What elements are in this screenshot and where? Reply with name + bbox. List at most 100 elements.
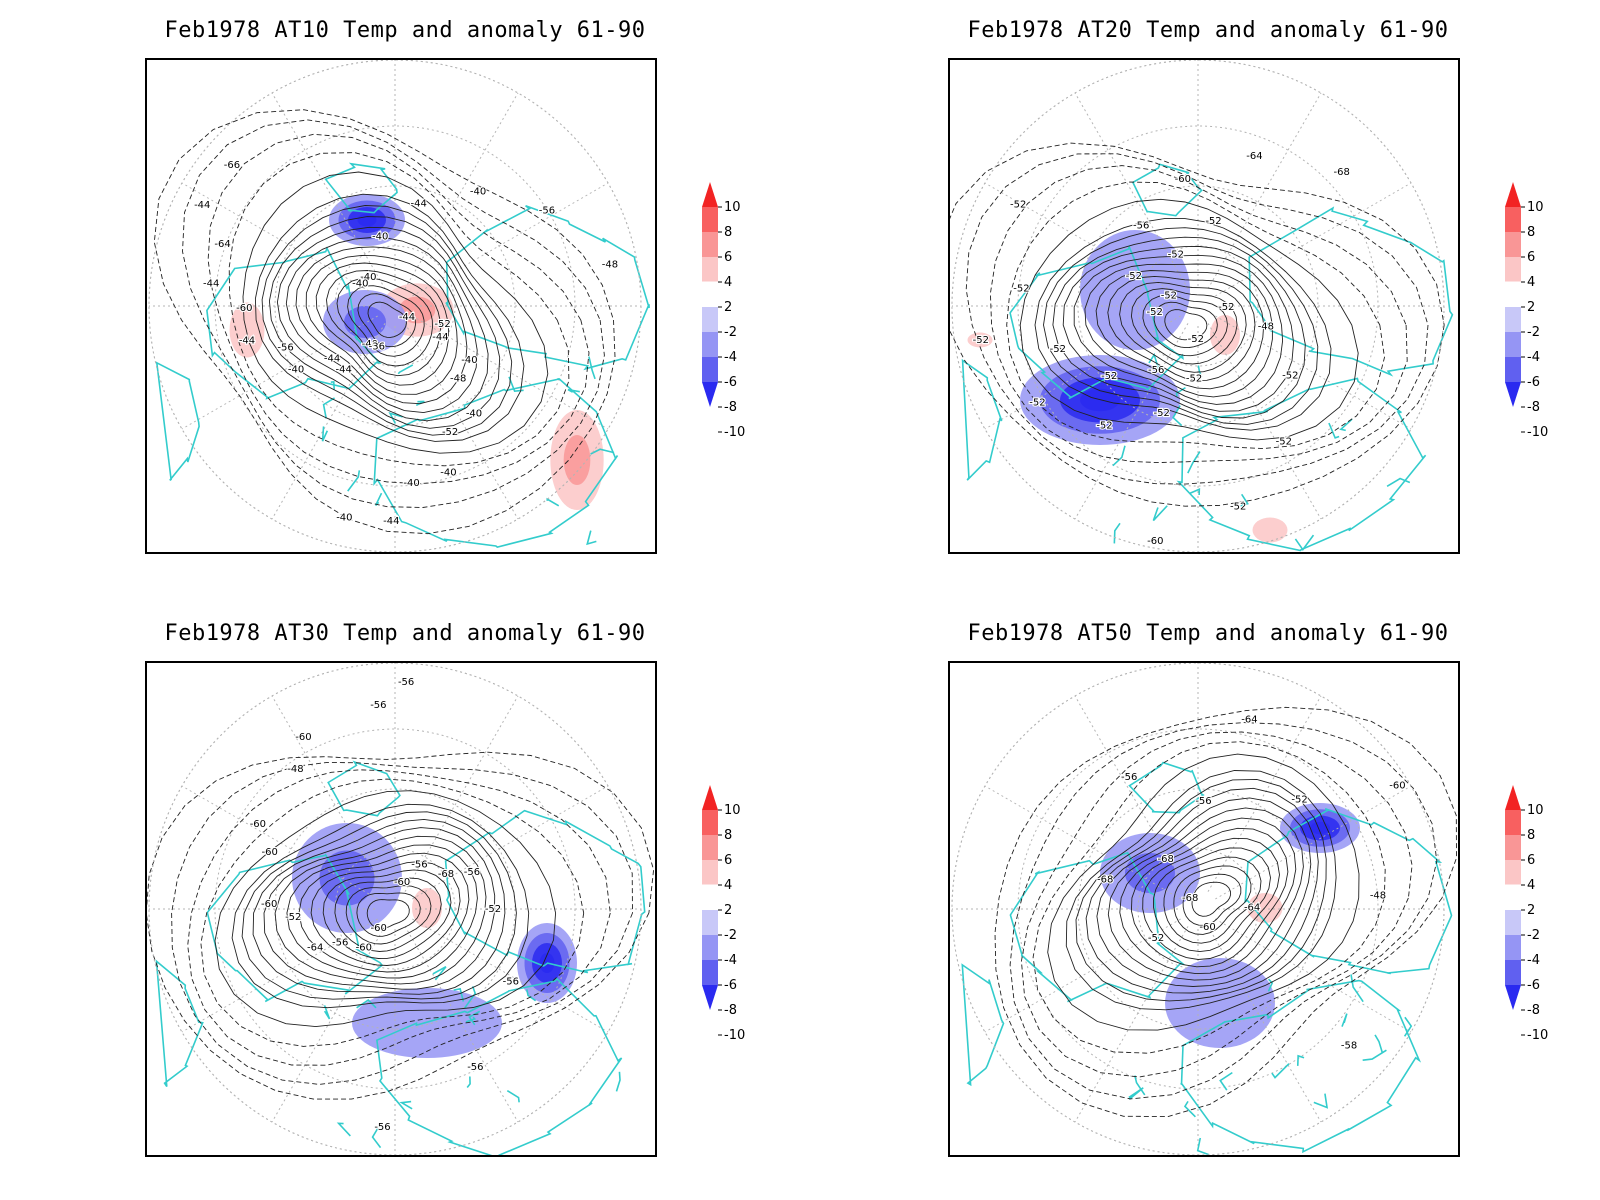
- contours: [147, 751, 655, 1100]
- isotherm: [187, 769, 611, 1066]
- contour-label: -64: [214, 239, 230, 250]
- colorbar-label: 4: [1527, 878, 1535, 893]
- isotherm: [1119, 817, 1297, 975]
- meridian-line: [1074, 926, 1189, 1123]
- border-line: [1374, 1034, 1384, 1054]
- contour-label: -52: [1282, 370, 1298, 381]
- polar-map: -68 -68 -56 -52 -48 -58 -60 -52 -68 -56 -64 -60 -64: [951, 663, 1457, 1155]
- contour-label: -44: [335, 364, 351, 375]
- border-line: [1219, 1071, 1233, 1091]
- cold-anomaly: [357, 213, 377, 227]
- colorbar-swatch: [702, 810, 718, 835]
- colorbar-swatch: [1505, 835, 1521, 860]
- latitude-circle: [951, 60, 1445, 552]
- isotherm: [1191, 881, 1232, 917]
- colorbar-label: -2: [724, 325, 737, 340]
- contour-label: -40: [470, 187, 486, 198]
- contour-label: -52: [1276, 436, 1292, 447]
- contour-label: -52: [1096, 420, 1112, 431]
- contour-label: -52: [485, 904, 501, 915]
- border-line: [468, 1010, 481, 1026]
- colorbar-arrow-top: [1505, 182, 1521, 207]
- contour-labels: -44-44-48-52-40-40-40-44-56-60-64-66-40-…: [193, 159, 619, 528]
- border-line: [526, 989, 537, 1002]
- isotherm: [1107, 807, 1304, 981]
- isotherm: [1142, 837, 1280, 960]
- colorbar-label: -8: [1527, 400, 1540, 415]
- isotherm: [1020, 731, 1413, 1078]
- colorbar-label: 8: [724, 828, 732, 843]
- border-line: [347, 470, 361, 492]
- contour-label: -68: [1158, 854, 1174, 865]
- border-line: [321, 426, 329, 442]
- contour-label: -52: [442, 427, 458, 438]
- border-line: [453, 987, 465, 1002]
- isotherm: [1065, 770, 1337, 1011]
- colorbar-swatch: [1505, 810, 1521, 835]
- colorbar-swatch: [702, 357, 718, 382]
- colorbar-label: 4: [1527, 275, 1535, 290]
- contour-label: -52: [285, 912, 301, 923]
- isotherm: [1019, 198, 1359, 441]
- colorbar-swatch: [1505, 307, 1521, 332]
- border-line: [1386, 477, 1411, 488]
- meridian-line: [1207, 92, 1322, 289]
- contour-label: -60: [371, 923, 387, 934]
- warm-anomaly: [232, 140, 262, 200]
- colorbar-label: -6: [724, 978, 737, 993]
- coastline: [376, 977, 623, 1155]
- colorbar-label: -2: [1527, 325, 1540, 340]
- isotherm: [1052, 236, 1306, 419]
- isotherm: [1119, 281, 1247, 373]
- contour-label: -52: [1186, 373, 1202, 384]
- contour-label: -60: [261, 899, 277, 910]
- isotherm: [242, 171, 549, 454]
- colorbar-swatch: [1504, 281, 1522, 308]
- isotherm: [1095, 270, 1265, 390]
- border-line: [1113, 522, 1121, 544]
- colorbar-label: 2: [1527, 903, 1535, 918]
- colorbar-arrow-top: [702, 182, 718, 207]
- isotherm: [1182, 873, 1242, 926]
- coastline: [1176, 377, 1427, 552]
- isotherm: [1073, 254, 1284, 405]
- isotherm: [950, 142, 1445, 507]
- isotherm: [276, 226, 489, 422]
- border-line: [397, 364, 414, 375]
- colorbar-label: -6: [1527, 375, 1540, 390]
- contour-label: -56: [1148, 365, 1164, 376]
- contour-label: -60: [394, 877, 410, 888]
- colorbar-label: 6: [724, 250, 732, 265]
- contour-label: -52: [1230, 501, 1246, 512]
- contour-label: -48: [287, 764, 303, 775]
- contour-label: -64: [1244, 903, 1260, 914]
- border-line: [1313, 1093, 1329, 1109]
- polar-map: -52 -52 -52 -52 -52 -52 -52 -52 -56 -60 -64 -68 -52 -…: [950, 60, 1454, 552]
- border-line: [615, 1071, 621, 1092]
- contour-label: -52: [1188, 334, 1204, 345]
- colorbar-swatch: [702, 935, 718, 960]
- isotherm: [367, 301, 407, 338]
- isotherm: [326, 270, 441, 377]
- colorbar-label: -4: [724, 350, 737, 365]
- isotherm: [1006, 181, 1385, 450]
- contour-label: -40: [372, 231, 388, 242]
- isotherm: [1153, 847, 1271, 953]
- coastlines: [155, 760, 646, 1155]
- isotherm: [261, 205, 513, 436]
- contour-label: -52: [1029, 397, 1045, 408]
- colorbar-swatch: [702, 860, 718, 885]
- border-line: [1341, 1013, 1348, 1027]
- colorbar-swatch: [702, 232, 718, 257]
- border-line: [464, 986, 477, 1009]
- isotherm: [263, 827, 496, 990]
- border-line: [1403, 1016, 1413, 1037]
- map-frame: -44 -44 -48 -52 -40 -40 -40 -44 -56 -60 -64 -66 -40-…: [145, 58, 657, 554]
- isotherm: [356, 892, 421, 937]
- isotherm: [298, 852, 470, 973]
- colorbar: 10 8 6 4 2 -2 -4 -6 -8 -10: [1504, 172, 1575, 466]
- contour-label: -60: [236, 303, 252, 314]
- colorbar-swatch: [702, 835, 718, 860]
- panel-title: Feb1978 AT20 Temp and anomaly 61-90: [967, 18, 1449, 43]
- colorbar-label: -10: [724, 1028, 745, 1043]
